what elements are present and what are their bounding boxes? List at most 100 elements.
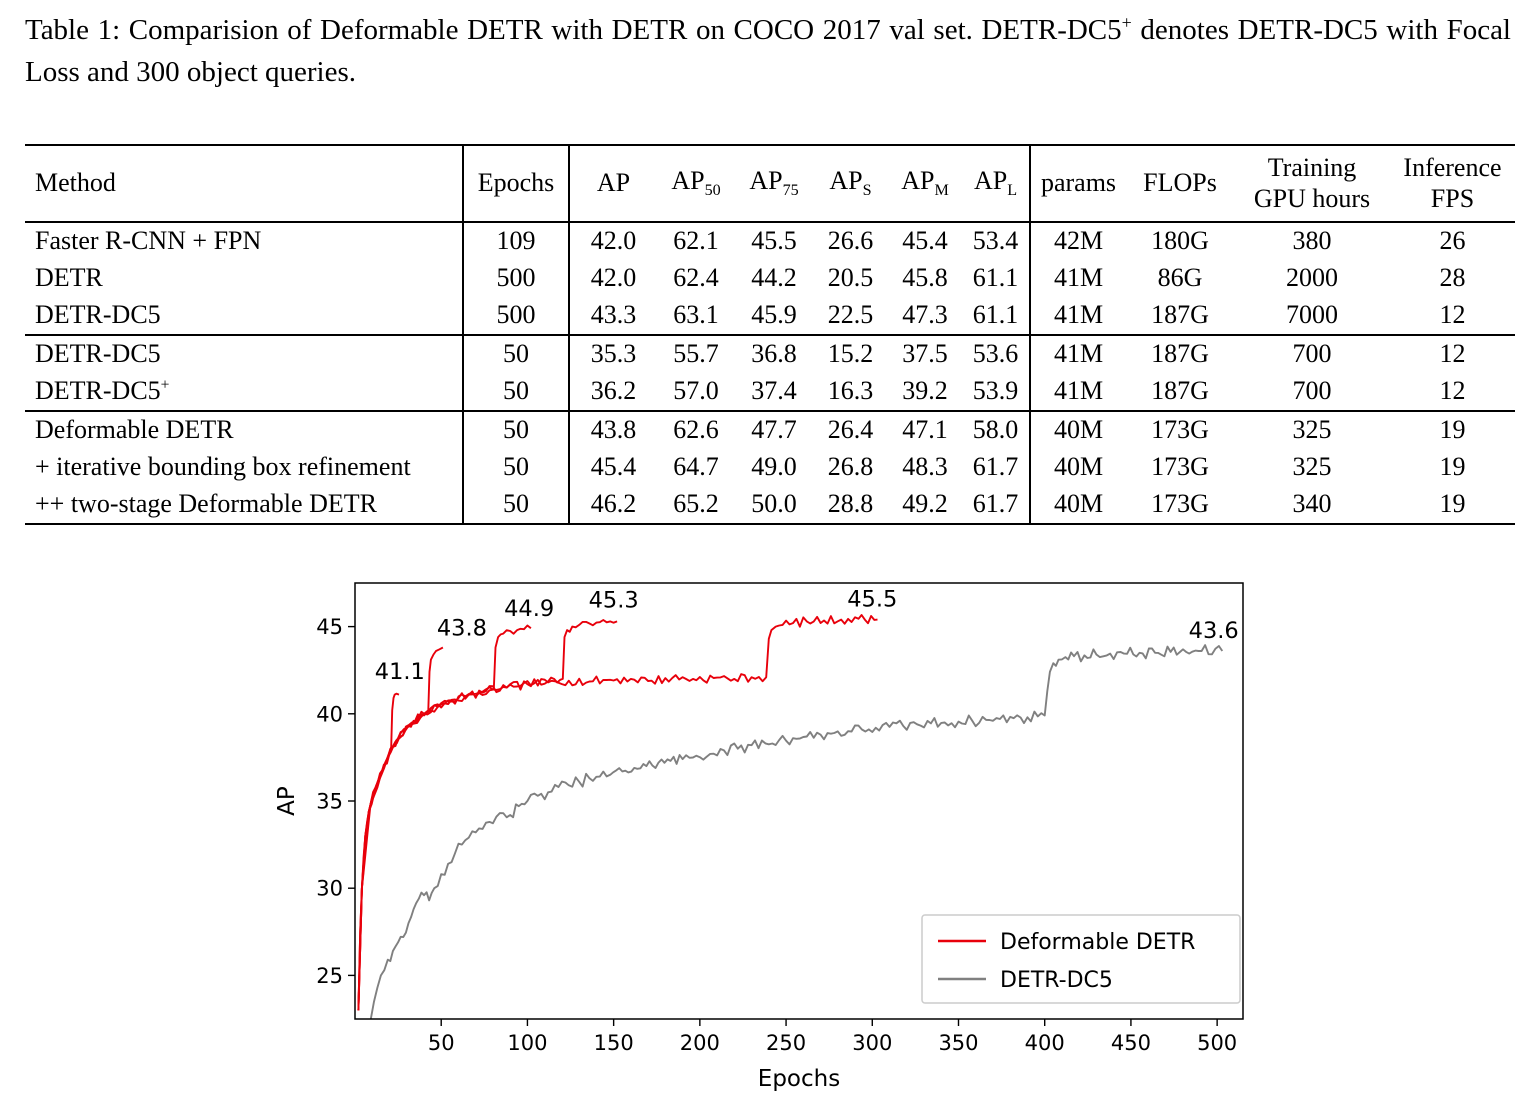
value-cell: 180G bbox=[1151, 226, 1209, 256]
table-caption: Table 1: Comparision of Deformable DETR … bbox=[25, 10, 1511, 94]
value-cell: 50 bbox=[462, 333, 569, 373]
data-label: 44.9 bbox=[504, 596, 554, 622]
series-line-4 bbox=[357, 613, 878, 1011]
value-cell: 57.0 bbox=[673, 376, 719, 406]
value-cell: 700 bbox=[1234, 333, 1390, 373]
value-cell: 64.7 bbox=[673, 452, 719, 482]
column-header-training-gpu-hours: Training GPU hours bbox=[1234, 144, 1390, 223]
value-cell: 109 bbox=[462, 221, 569, 260]
value-cell: 58.0 bbox=[962, 409, 1030, 449]
value-cell: 40M bbox=[1029, 448, 1126, 486]
value-cell: 37.4 bbox=[751, 376, 797, 406]
value-cell: 42M bbox=[1029, 221, 1126, 260]
method-cell: DETR bbox=[35, 263, 103, 293]
value-cell: 62.4 bbox=[673, 263, 719, 293]
caption-text-2: denotes DETR-DC5 with Focal Loss and 300… bbox=[25, 14, 1511, 88]
x-tick-label: 300 bbox=[852, 1031, 892, 1055]
value-cell: 700 bbox=[1292, 376, 1332, 406]
value-cell: 43.8 bbox=[568, 409, 657, 449]
y-tick-label: 25 bbox=[316, 964, 343, 988]
series-line-1 bbox=[357, 646, 444, 1011]
chart-svg: 50 100 150 200 250 300 350 400 450 500 25 30 35 40 45 4… bbox=[274, 582, 1244, 1092]
table-header-row: Method Epochs AP AP50 AP75 APS APM APL params FLO… bbox=[25, 144, 1515, 223]
value-cell: 45.5 bbox=[751, 226, 797, 256]
value-cell: 49.0 bbox=[751, 452, 797, 482]
x-tick-label: 200 bbox=[680, 1031, 720, 1055]
value-cell: 47.1 bbox=[888, 409, 962, 449]
y-tick-label: 40 bbox=[316, 702, 343, 726]
table-row: DETR-DC5 50 35.3 55.7 36.8 15.2 37.5 53.6 41M 187… bbox=[25, 333, 1515, 373]
table-row: Faster R-CNN + FPN 109 42.0 62.1 45.5 26.6 45.… bbox=[25, 221, 1515, 260]
value-cell: 26.4 bbox=[813, 409, 888, 449]
value-cell: 20.5 bbox=[827, 263, 874, 293]
x-tick-label: 500 bbox=[1197, 1031, 1237, 1055]
data-label: 45.3 bbox=[589, 587, 639, 613]
value-cell: 55.7 bbox=[657, 333, 735, 373]
value-cell: 36.2 bbox=[568, 372, 657, 411]
x-tick-label: 100 bbox=[507, 1031, 547, 1055]
value-cell: 35.3 bbox=[568, 333, 657, 373]
column-header-ap-l: APL bbox=[962, 144, 1030, 223]
series-group bbox=[357, 613, 1224, 1019]
value-cell: 42.0 bbox=[568, 259, 657, 297]
value-cell: 53.4 bbox=[972, 226, 1019, 256]
value-cell: 44.2 bbox=[751, 263, 797, 293]
x-tick-label: 400 bbox=[1025, 1031, 1065, 1055]
caption-superscript: + bbox=[1121, 12, 1132, 33]
value-cell: 61.7 bbox=[972, 489, 1019, 519]
method-cell: Deformable DETR bbox=[25, 409, 463, 449]
value-cell: 380 bbox=[1292, 226, 1332, 256]
x-axis-label: Epochs bbox=[758, 1066, 840, 1091]
value-cell: 26.6 bbox=[827, 226, 874, 256]
data-label: 45.5 bbox=[847, 586, 897, 612]
value-cell: 47.7 bbox=[735, 409, 813, 449]
value-cell: 12 bbox=[1439, 376, 1466, 406]
y-axis-label: AP bbox=[274, 786, 300, 816]
column-header-ap-50: AP50 bbox=[657, 144, 735, 223]
value-cell: 46.2 bbox=[568, 485, 657, 524]
value-cell: 61.1 bbox=[972, 263, 1019, 293]
value-cell: 28 bbox=[1439, 263, 1466, 293]
value-cell: 50 bbox=[462, 372, 569, 411]
y-tick-label: 45 bbox=[316, 615, 343, 639]
value-cell: 500 bbox=[462, 296, 569, 335]
column-header-ap: AP bbox=[568, 144, 657, 223]
value-cell: 12 bbox=[1390, 333, 1515, 373]
value-cell: 50 bbox=[462, 409, 569, 449]
data-label: 43.6 bbox=[1189, 618, 1239, 644]
value-cell: 53.6 bbox=[962, 333, 1030, 373]
value-cell: 45.9 bbox=[751, 300, 797, 330]
value-cell: 37.5 bbox=[888, 333, 962, 373]
value-cell: 62.1 bbox=[673, 226, 719, 256]
value-cell: 19 bbox=[1439, 452, 1466, 482]
value-cell: 45.4 bbox=[902, 226, 948, 256]
value-cell: 41M bbox=[1029, 372, 1126, 411]
caption-text-1: Table 1: Comparision of Deformable DETR … bbox=[25, 14, 1122, 46]
value-cell: 62.6 bbox=[657, 409, 735, 449]
column-header-epochs: Epochs bbox=[462, 144, 569, 223]
y-tick-label: 30 bbox=[316, 877, 343, 901]
value-cell: 12 bbox=[1439, 300, 1466, 330]
value-cell: 16.3 bbox=[827, 376, 874, 406]
column-header-ap-s: APS bbox=[813, 144, 888, 223]
value-cell: 325 bbox=[1234, 409, 1390, 449]
value-cell: 50 bbox=[462, 448, 569, 486]
value-cell: 187G bbox=[1126, 333, 1234, 373]
value-cell: 340 bbox=[1292, 489, 1332, 519]
value-cell: 53.9 bbox=[972, 376, 1019, 406]
value-cell: 2000 bbox=[1286, 263, 1338, 293]
value-cell: 173G bbox=[1126, 409, 1234, 449]
value-cell: 39.2 bbox=[902, 376, 948, 406]
x-tick-label: 250 bbox=[766, 1031, 806, 1055]
value-cell: 41M bbox=[1029, 259, 1126, 297]
legend: Deformable DETR DETR-DC5 bbox=[921, 914, 1241, 1004]
value-cell: 65.2 bbox=[673, 489, 719, 519]
table-row: + iterative bounding box refinement 50 45.… bbox=[25, 448, 1515, 486]
value-cell: 28.8 bbox=[827, 489, 874, 519]
series-line-5 bbox=[369, 644, 1224, 1019]
table-row: DETR 500 42.0 62.4 44.2 20.5 45.8 61.1 41M 86G 200… bbox=[25, 259, 1515, 297]
value-cell: 15.2 bbox=[813, 333, 888, 373]
paper-page: Table 1: Comparision of Deformable DETR … bbox=[25, 10, 1515, 1092]
x-tick-label: 50 bbox=[428, 1031, 455, 1055]
column-header-params: params bbox=[1029, 144, 1126, 223]
